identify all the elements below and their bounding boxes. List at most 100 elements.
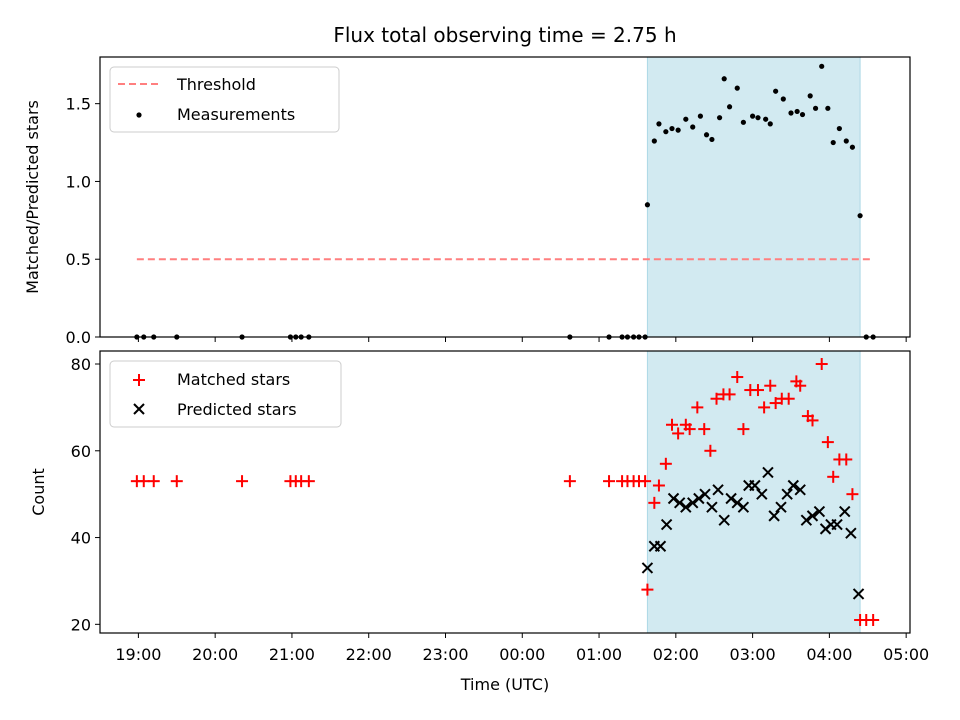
- matched-stars-point: [846, 488, 859, 501]
- measurement-point: [690, 124, 696, 130]
- matched-stars-point: [563, 475, 576, 488]
- measurement-point: [656, 121, 662, 127]
- measurement-point: [807, 93, 813, 99]
- top-y-tick-label: 1.5: [66, 95, 91, 114]
- matched-stars-point: [737, 423, 750, 436]
- legend-measurements-label: Measurements: [177, 105, 295, 124]
- measurement-point: [663, 129, 669, 135]
- bottom-legend-box: [109, 360, 342, 428]
- measurement-point: [675, 127, 681, 133]
- legend-predicted-swatch: [133, 403, 145, 415]
- x-tick-label: 19:00: [115, 645, 161, 664]
- measurement-point: [750, 113, 756, 119]
- predicted-stars-point: [800, 514, 813, 526]
- predicted-stars-point: [693, 492, 705, 505]
- top-observing-window: [646, 56, 861, 338]
- matched-stars-point: [704, 444, 717, 457]
- x-tick-label: 05:00: [883, 645, 929, 664]
- matched-stars-point: [867, 613, 880, 626]
- bottom-y-tick-label: 40: [71, 529, 91, 548]
- matched-stars-point: [821, 436, 834, 449]
- predicted-stars-point: [712, 484, 724, 496]
- legend-measurements-swatch: [136, 112, 142, 118]
- x-tick-label: 01:00: [576, 645, 622, 664]
- matched-stars-point: [639, 475, 652, 488]
- predicted-stars-point: [731, 497, 743, 509]
- measurement-point: [788, 110, 794, 116]
- predicted-stars-point: [787, 479, 800, 492]
- measurement-point: [697, 113, 703, 119]
- measurement-point: [825, 105, 831, 111]
- matched-stars-point: [698, 423, 711, 436]
- measurement-point: [716, 115, 723, 121]
- measurement-point: [849, 144, 856, 150]
- matched-stars-point: [672, 427, 685, 440]
- top-legend: Threshold Measurements: [109, 66, 340, 133]
- predicted-stars-point: [781, 488, 793, 500]
- chart-title: Flux total observing time = 2.75 h: [333, 23, 676, 47]
- matched-stars-point: [659, 457, 672, 470]
- predicted-stars-point: [706, 501, 718, 513]
- bottom-panel: 20 40 60 80 19:00 20:00 21:00 22:00 23:00 00:00 0…: [29, 350, 929, 694]
- predicted-stars-point: [641, 562, 654, 574]
- predicted-stars-point: [756, 488, 768, 500]
- matched-stars-point: [147, 475, 160, 488]
- predicted-stars-point: [654, 540, 667, 552]
- measurement-point: [794, 108, 800, 115]
- predicted-stars-point: [852, 588, 865, 600]
- matched-stars-point: [665, 418, 678, 431]
- predicted-stars-point: [680, 501, 692, 513]
- predicted-stars-point: [673, 497, 686, 509]
- predicted-stars-point: [660, 518, 673, 531]
- matched-stars-point: [764, 379, 777, 392]
- matched-stars-point: [641, 583, 654, 596]
- predicted-stars-point: [813, 505, 826, 518]
- matched-stars-point: [691, 401, 704, 414]
- predicted-stars-point: [667, 492, 680, 505]
- predicted-stars-point: [794, 484, 806, 496]
- measurement-point: [669, 125, 675, 132]
- measurement-point: [812, 105, 819, 111]
- matched-stars-point: [769, 397, 782, 410]
- bottom-legend: Matched stars Predicted stars: [109, 360, 342, 428]
- measurement-point: [799, 111, 806, 118]
- predicted-stars-point: [775, 501, 787, 513]
- measurement-point: [755, 115, 761, 121]
- bottom-y-tick-label: 80: [71, 355, 91, 374]
- predicted-stars-point: [845, 527, 857, 539]
- predicted-stars-point: [699, 488, 711, 500]
- legend-predicted-label: Predicted stars: [177, 400, 297, 419]
- bottom-y-tick-label: 60: [71, 442, 91, 461]
- predicted-stars-point: [718, 514, 730, 526]
- legend-threshold-label: Threshold: [176, 75, 256, 94]
- legend-matched-label: Matched stars: [177, 370, 290, 389]
- measurement-point: [734, 85, 740, 91]
- predicted-stars-point: [762, 466, 774, 479]
- measurement-point: [740, 119, 746, 125]
- measurement-point: [857, 213, 863, 219]
- predicted-stars-point: [768, 510, 780, 522]
- measurement-point: [780, 96, 786, 102]
- top-legend-box: [109, 66, 340, 133]
- x-tick-label: 23:00: [422, 645, 468, 664]
- measurement-point: [644, 202, 651, 208]
- measurement-point: [763, 116, 769, 122]
- measurement-point: [773, 88, 779, 94]
- matched-stars-point: [710, 392, 723, 405]
- x-tick-label: 20:00: [192, 645, 238, 664]
- bottom-plot-frame: [99, 350, 911, 634]
- matched-stars-point: [302, 475, 315, 488]
- matched-stars-point: [683, 423, 696, 436]
- predicted-stars-point: [725, 492, 737, 505]
- top-y-tick-label: 0.5: [66, 250, 91, 269]
- measurement-point: [843, 138, 849, 144]
- x-tick-label: 03:00: [730, 645, 776, 664]
- x-tick-label: 04:00: [806, 645, 852, 664]
- measurement-point: [721, 76, 727, 82]
- measurement-point: [651, 138, 657, 144]
- top-y-tick-label: 0.0: [66, 328, 91, 347]
- predicted-stars-point: [831, 518, 843, 531]
- top-y-tick-label: 1.0: [66, 172, 91, 191]
- measurement-point: [726, 104, 733, 110]
